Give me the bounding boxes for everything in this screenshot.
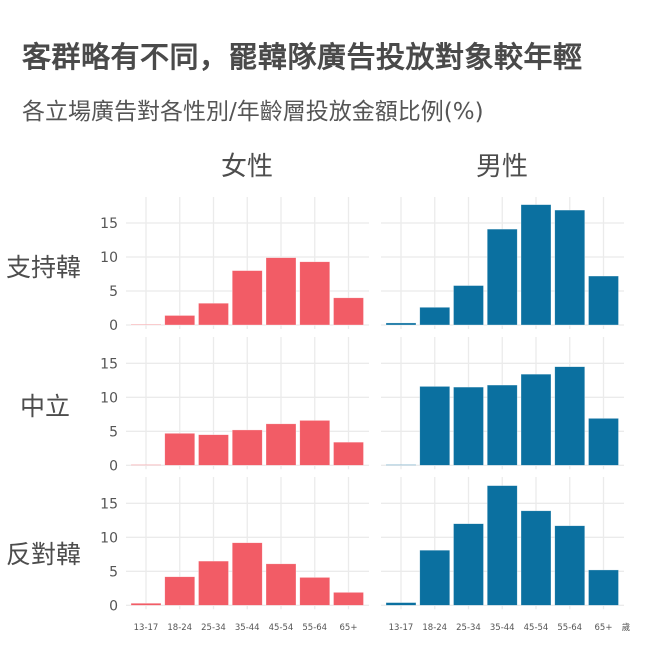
x-tick-label: 13-17: [134, 623, 159, 633]
x-tick-label: 25-34: [201, 623, 226, 633]
y-tick-label: 5: [109, 424, 118, 440]
x-tick-label: 65+: [595, 623, 613, 633]
y-tick-label: 15: [100, 496, 118, 512]
bar-18-24: [419, 549, 451, 606]
x-tick-label: 55-64: [302, 623, 327, 633]
y-tick-label: 0: [109, 318, 118, 334]
bar-65+: [588, 275, 619, 326]
bar-13-17: [385, 464, 417, 466]
x-tick-label: 35-44: [490, 623, 515, 633]
bar-65+: [333, 297, 364, 326]
bar-35-44: [231, 542, 263, 606]
facet-row-label-neutral: 中立: [20, 392, 71, 421]
y-tick-label: 0: [109, 458, 118, 474]
bar-25-34: [198, 560, 229, 606]
chart-title: 客群略有不同，罷韓隊廣告投放對象較年輕: [22, 40, 583, 74]
x-tick-label: 13-17: [389, 623, 414, 633]
facet-column-label-male: 男性: [475, 152, 529, 182]
bar-45-54: [265, 423, 297, 466]
chart-subtitle: 各立場廣告對各性別/年齡層投放金額比例(%): [22, 99, 484, 125]
y-tick-label: 10: [100, 390, 118, 406]
bar-65+: [588, 418, 619, 466]
y-tick-label: 10: [100, 530, 118, 546]
facet-row-label-support: 支持韓: [6, 253, 82, 282]
bar-25-34: [198, 302, 229, 326]
bar-18-24: [419, 386, 451, 466]
x-tick-label: 45-54: [524, 623, 549, 633]
bar-13-17: [130, 324, 162, 326]
bar-65+: [588, 569, 619, 606]
bar-45-54: [520, 204, 552, 326]
bar-55-64: [299, 577, 331, 606]
bar-35-44: [486, 384, 518, 466]
x-axis-unit-label: 歲: [622, 622, 631, 633]
bar-35-44: [486, 485, 518, 606]
y-tick-label: 0: [109, 598, 118, 614]
bar-13-17: [130, 602, 162, 606]
bar-55-64: [554, 525, 586, 606]
bar-35-44: [231, 429, 263, 466]
bar-45-54: [265, 257, 297, 326]
x-tick-label: 45-54: [269, 623, 294, 633]
y-tick-label: 10: [100, 250, 118, 266]
bar-25-34: [198, 434, 229, 466]
bar-18-24: [164, 433, 196, 466]
bar-13-17: [130, 464, 162, 466]
y-tick-label: 5: [109, 284, 118, 300]
facet-row-label-oppose: 反對韓: [6, 540, 82, 569]
bar-55-64: [299, 420, 331, 466]
bar-45-54: [520, 373, 552, 466]
x-tick-label: 35-44: [235, 623, 260, 633]
y-tick-label: 15: [100, 356, 118, 372]
bar-55-64: [299, 261, 331, 326]
bar-55-64: [554, 209, 586, 326]
bar-25-34: [453, 523, 484, 606]
bar-18-24: [419, 307, 451, 326]
x-tick-label: 65+: [340, 623, 358, 633]
bar-25-34: [453, 285, 484, 326]
bar-65+: [333, 592, 364, 606]
y-tick-label: 15: [100, 216, 118, 232]
bar-18-24: [164, 576, 196, 606]
x-tick-label: 25-34: [456, 623, 481, 633]
y-tick-label: 5: [109, 564, 118, 580]
facet-column-label-female: 女性: [220, 152, 274, 182]
bar-25-34: [453, 386, 484, 466]
x-tick-label: 18-24: [167, 623, 192, 633]
bar-35-44: [486, 228, 518, 326]
x-tick-label: 55-64: [557, 623, 582, 633]
x-tick-label: 18-24: [422, 623, 447, 633]
bar-65+: [333, 441, 364, 466]
bar-35-44: [231, 270, 263, 326]
bar-55-64: [554, 366, 586, 466]
bar-45-54: [265, 563, 297, 606]
bar-18-24: [164, 315, 196, 326]
bar-45-54: [520, 510, 552, 606]
bar-13-17: [385, 602, 417, 606]
bar-13-17: [385, 322, 417, 326]
